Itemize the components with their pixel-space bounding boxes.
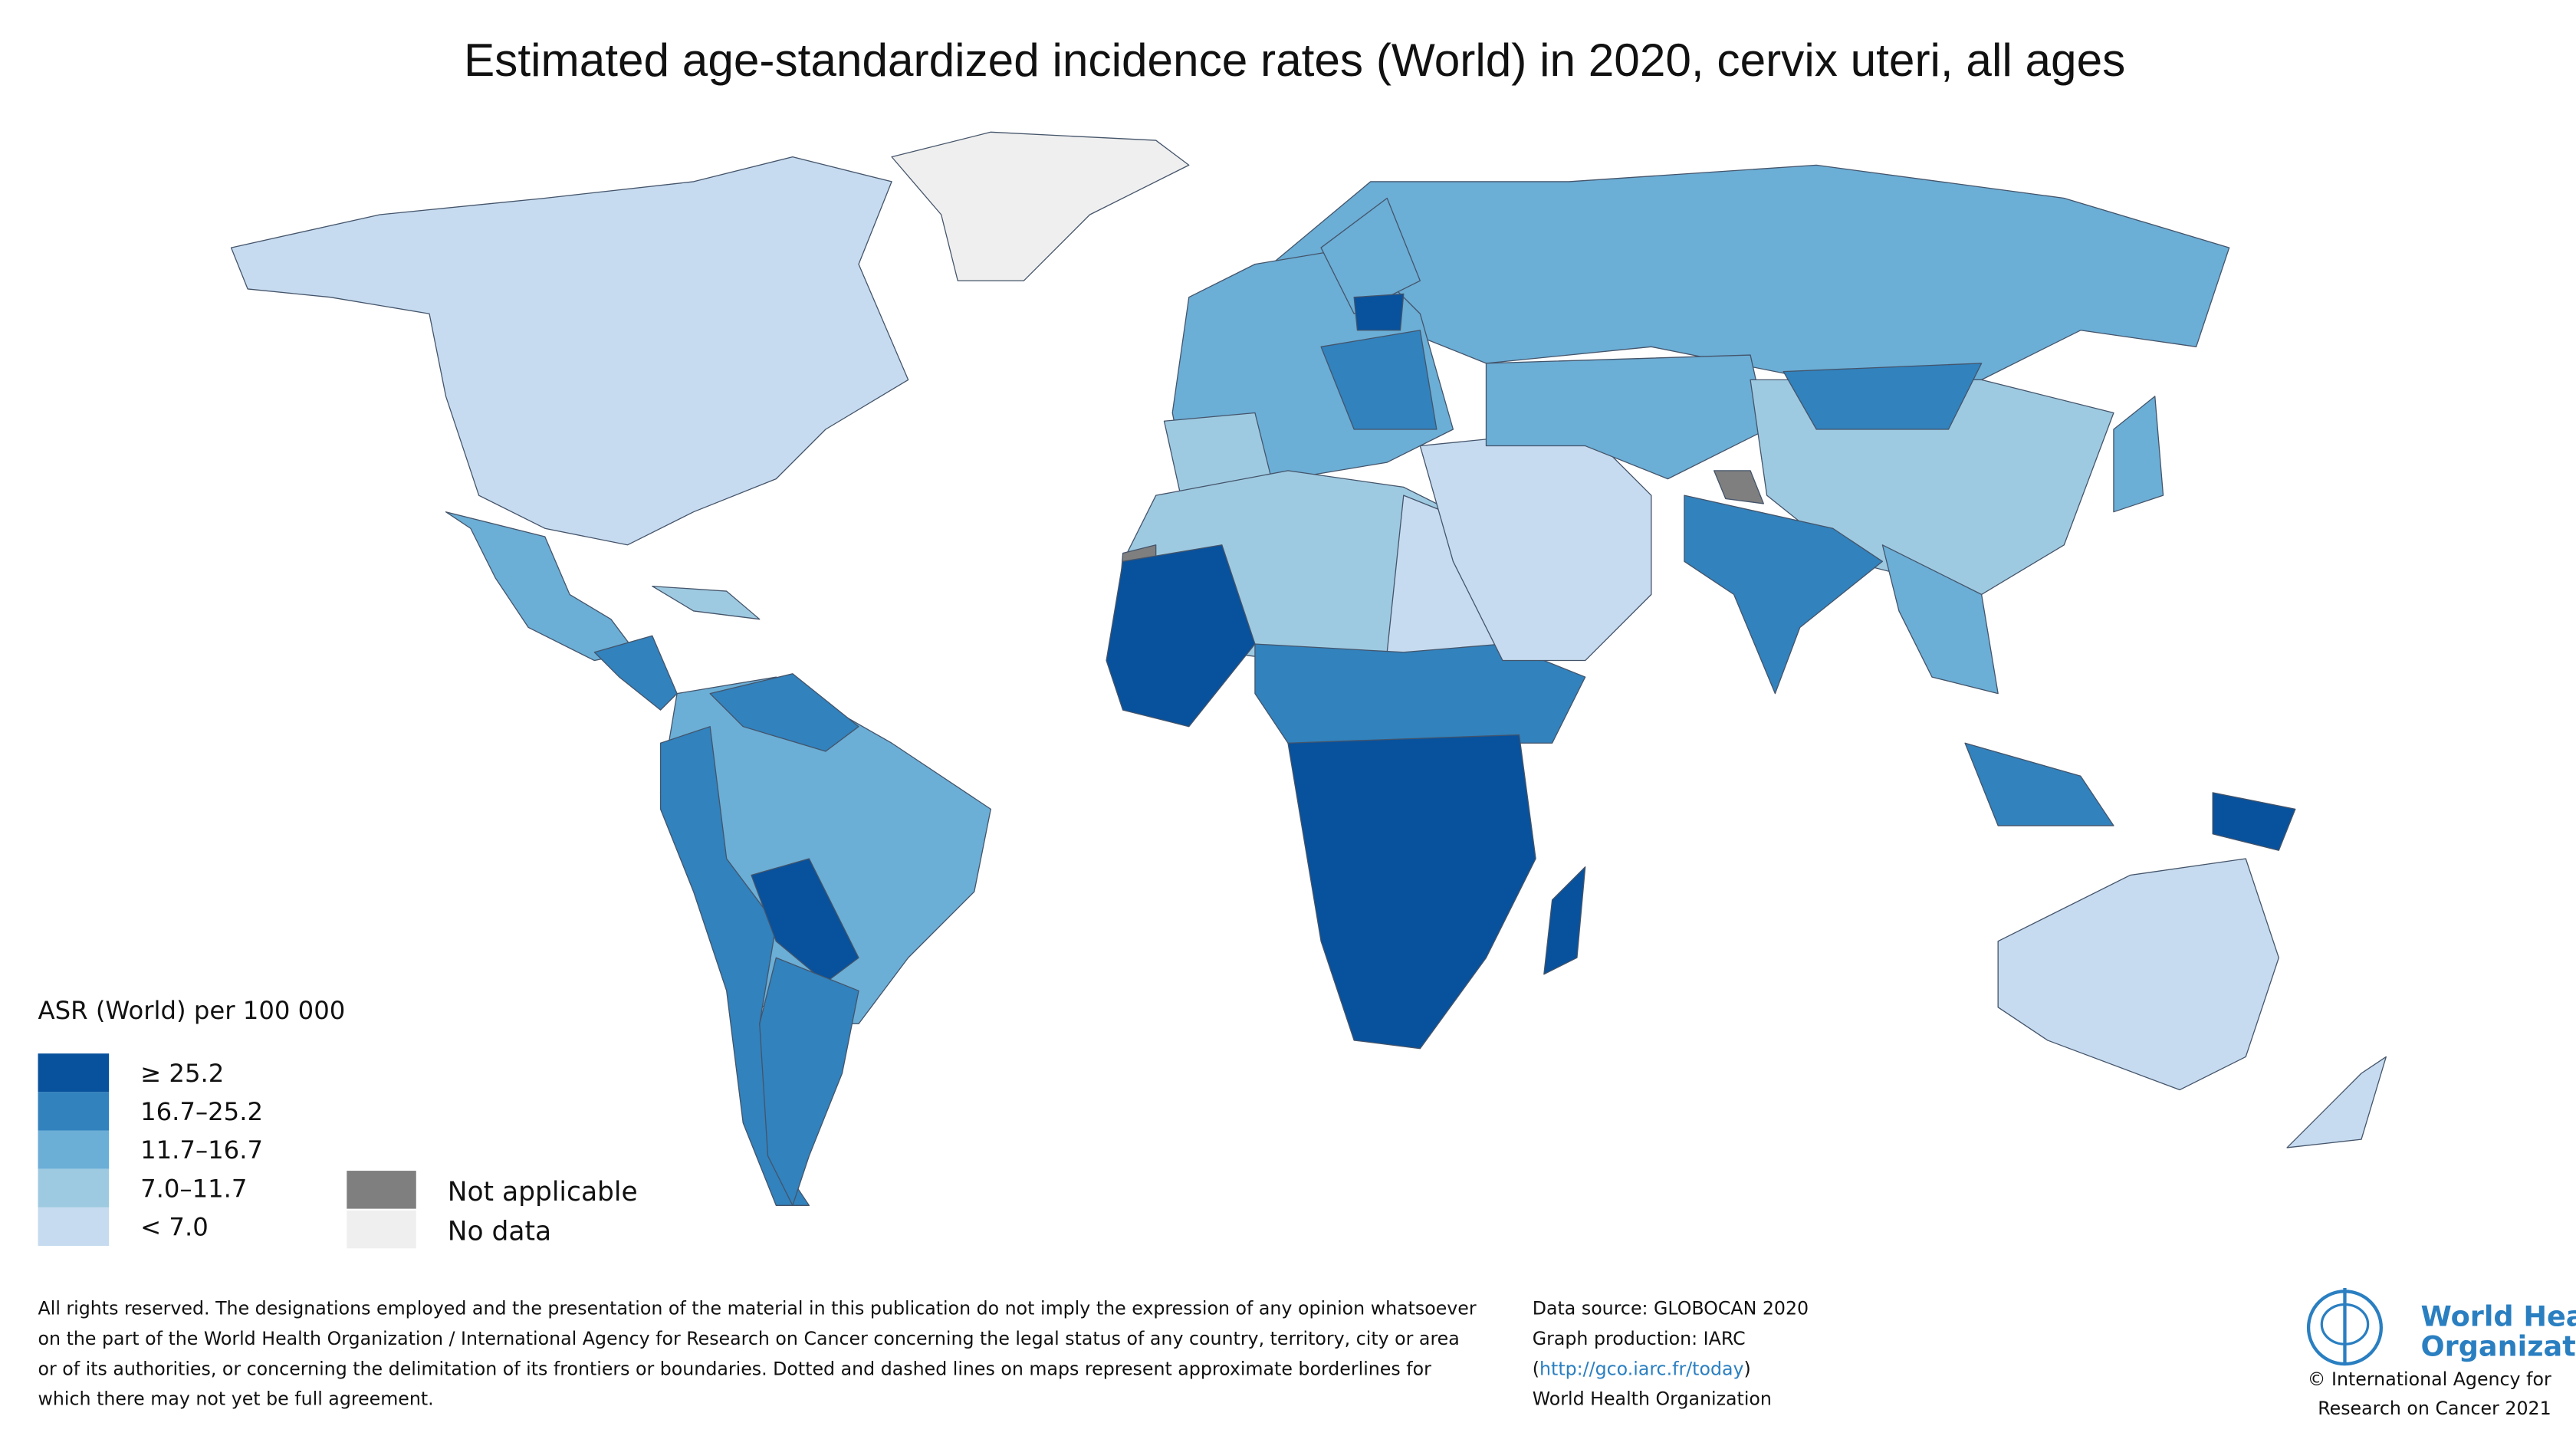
region	[659, 726, 810, 1206]
region	[1964, 742, 2114, 826]
legend-swatch	[347, 1171, 416, 1209]
world-map	[230, 131, 2387, 1206]
logo-text: World Health	[2421, 1300, 2576, 1333]
region	[1714, 470, 1764, 504]
region	[593, 635, 678, 711]
region	[652, 585, 761, 620]
source-line: Data source: GLOBOCAN 2020	[1533, 1297, 1809, 1319]
region	[751, 858, 859, 984]
disclaimer-line: All rights reserved. The designations em…	[38, 1297, 1477, 1319]
region	[2212, 792, 2296, 851]
legend-label: No data	[448, 1217, 551, 1247]
legend-label: ≥ 25.2	[140, 1059, 224, 1088]
region	[1270, 164, 2230, 381]
region	[709, 673, 859, 752]
legend-label: 16.7–25.2	[140, 1097, 263, 1126]
region	[759, 957, 859, 1206]
title: Estimated age-standardized incidence rat…	[464, 34, 2125, 86]
legend-label: 11.7–16.7	[140, 1135, 263, 1165]
legend: ≥ 25.2 16.7–25.2 11.7–16.7 7.0–11.7 < 7.0 Not…	[38, 1053, 638, 1249]
legend-swatch	[38, 1053, 110, 1092]
region	[1254, 643, 1586, 744]
source-line: Graph production: IARC	[1533, 1328, 1746, 1349]
disclaimer-line: on the part of the World Health Organiza…	[38, 1328, 1460, 1349]
copyright-line: © International Agency for	[2308, 1368, 2551, 1390]
footer: All rights reserved. The designations em…	[38, 1288, 2576, 1419]
link-part: )	[1744, 1358, 1751, 1379]
disclaimer-line: or of its authorities, or concerning the…	[38, 1358, 1432, 1379]
region	[1997, 858, 2279, 1091]
legend-swatch	[38, 1168, 110, 1208]
region	[1287, 734, 1536, 1050]
who-emblem	[2306, 1288, 2383, 1366]
source-link: (http://gco.iarc.fr/today)	[1533, 1358, 1751, 1379]
region	[1543, 866, 1586, 975]
region	[1320, 330, 1438, 430]
legend-swatch	[38, 1092, 110, 1131]
legend-swatch	[38, 1130, 110, 1169]
region	[1881, 544, 1999, 695]
region	[2113, 396, 2164, 513]
legend-label: Not applicable	[448, 1177, 638, 1208]
legend-swatch	[347, 1210, 416, 1249]
region	[230, 156, 909, 546]
legend-label: 7.0–11.7	[140, 1174, 247, 1203]
legend-label: < 7.0	[140, 1213, 209, 1242]
source-line: World Health Organization	[1533, 1388, 1772, 1410]
copyright-line: Research on Cancer 2021	[2318, 1398, 2551, 1419]
legend-title: ASR (World) per 100 000	[38, 996, 346, 1025]
link-part[interactable]: http://gco.iarc.fr/today	[1539, 1358, 1744, 1379]
region	[2286, 1056, 2387, 1148]
disclaimer-line: which there may not yet be full agreemen…	[38, 1388, 434, 1410]
region	[1684, 495, 1884, 695]
region	[1106, 544, 1256, 728]
region	[891, 131, 1190, 281]
region	[1485, 354, 1768, 480]
region	[1353, 293, 1405, 331]
logo-text: Organization	[2421, 1329, 2576, 1362]
region	[1320, 197, 1421, 314]
link-part: (	[1533, 1358, 1539, 1379]
region	[1783, 363, 1983, 430]
legend-swatch	[38, 1207, 110, 1247]
